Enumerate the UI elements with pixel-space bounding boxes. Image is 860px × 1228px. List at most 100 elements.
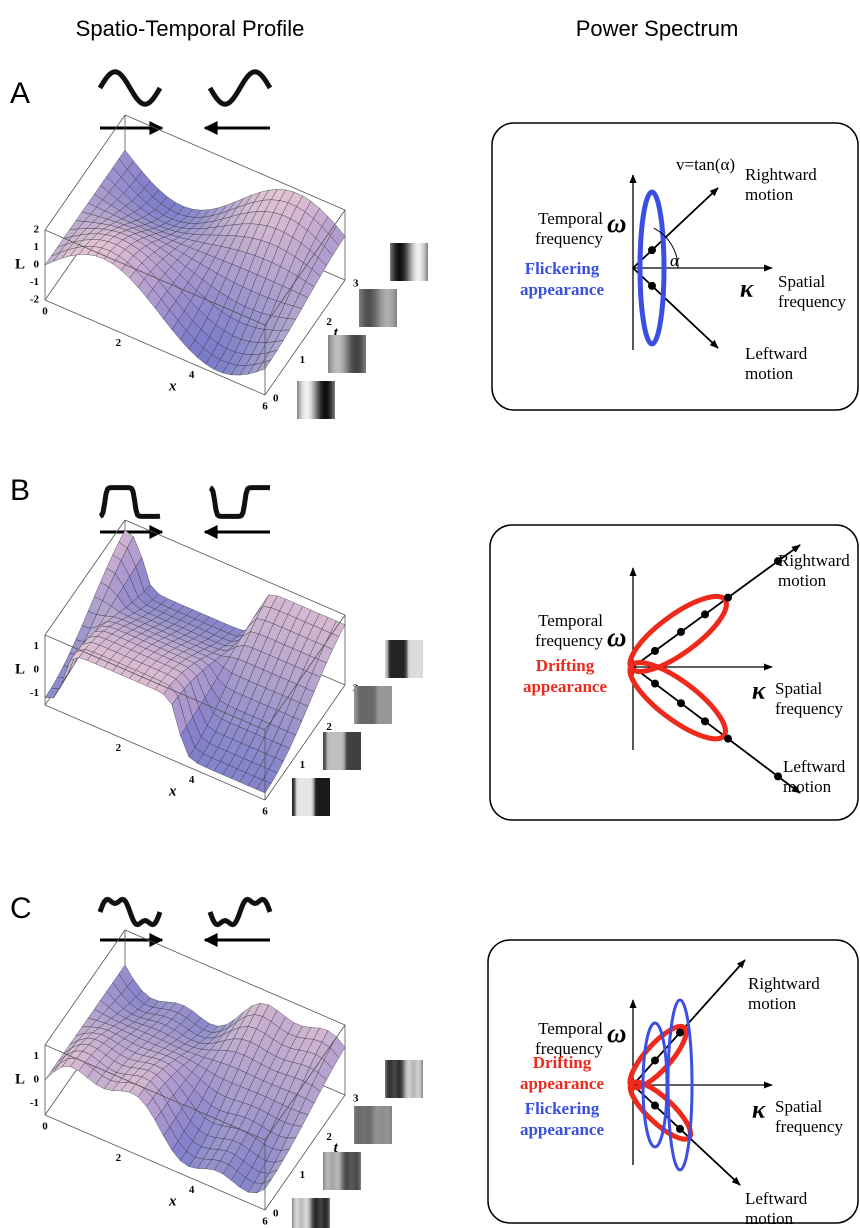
waveform-icon xyxy=(210,488,270,517)
t-tick-label: 1 xyxy=(300,759,306,771)
spectrum-dot xyxy=(677,699,685,707)
z-axis-label: L xyxy=(15,1071,25,1087)
spectrum-dot xyxy=(648,282,656,290)
spectrum-dot xyxy=(651,647,659,655)
surface-patch xyxy=(45,688,60,698)
t-tick-label: 2 xyxy=(326,316,332,328)
t-tick-label: 3 xyxy=(353,278,359,290)
panel-label: C xyxy=(10,892,32,925)
spectrum-dot xyxy=(701,610,709,618)
z-axis-label: L xyxy=(15,661,25,677)
spatial-label: frequency xyxy=(775,699,843,718)
z-tick-label: 1 xyxy=(34,241,40,253)
z-tick-label: 0 xyxy=(34,1074,40,1086)
z-tick-label: -2 xyxy=(30,294,40,306)
rightward-label: Rightward xyxy=(745,165,817,184)
appearance-label: Drifting xyxy=(533,1053,592,1072)
kappa-label: κ xyxy=(752,678,766,705)
t-tick-label: 0 xyxy=(273,1208,279,1220)
rightward-label: Rightward xyxy=(748,974,820,993)
appearance-label: Flickering xyxy=(525,1099,600,1118)
spatial-label: Spatial xyxy=(775,1097,822,1116)
z-tick-label: -1 xyxy=(30,687,39,699)
header-right: Power Spectrum xyxy=(576,16,739,41)
spectrum-dot xyxy=(774,772,782,780)
temporal-label: frequency xyxy=(535,631,603,650)
waveform-icon xyxy=(210,72,270,104)
angle-label: α xyxy=(670,251,680,270)
x-tick-label: 6 xyxy=(262,401,268,413)
spatial-label: frequency xyxy=(778,292,846,311)
waveform-icon xyxy=(100,899,160,924)
z-tick-label: 1 xyxy=(34,640,40,652)
rightward-label: motion xyxy=(778,571,827,590)
appearance-label: appearance xyxy=(520,1074,605,1093)
kappa-label: κ xyxy=(752,1097,766,1124)
spectrum-dot xyxy=(651,680,659,688)
leftward-label: Leftward xyxy=(745,1189,808,1208)
grating-strip xyxy=(354,686,392,724)
leftward-label: motion xyxy=(745,1209,794,1228)
spectrum-dot xyxy=(701,717,709,725)
x-tick-label: 2 xyxy=(116,337,122,349)
grating-strip xyxy=(385,1060,423,1098)
grating-strip xyxy=(385,640,423,678)
z-tick-label: -1 xyxy=(30,276,39,288)
t-tick-label: 0 xyxy=(273,393,279,405)
rightward-label: motion xyxy=(748,994,797,1013)
z-tick-label: 0 xyxy=(34,259,40,271)
grating-strip xyxy=(323,732,361,770)
z-tick-label: -1 xyxy=(30,1097,39,1109)
grating-strip xyxy=(328,335,366,373)
appearance-label: Flickering xyxy=(525,259,600,278)
t-tick-label: 3 xyxy=(353,1093,359,1105)
z-axis-label: L xyxy=(15,256,25,272)
appearance-label: appearance xyxy=(520,1120,605,1139)
header-left: Spatio-Temporal Profile xyxy=(76,16,305,41)
appearance-label: appearance xyxy=(520,280,605,299)
z-tick-label: 0 xyxy=(34,664,40,676)
spatial-label: frequency xyxy=(775,1117,843,1136)
temporal-label: Temporal xyxy=(538,1019,603,1038)
omega-label: ω xyxy=(607,1018,627,1048)
spectrum-dot xyxy=(651,1102,659,1110)
surface-patch xyxy=(45,1063,60,1080)
leftward-label: motion xyxy=(745,364,794,383)
t-tick-label: 2 xyxy=(326,1131,332,1143)
x-tick-label: 0 xyxy=(42,1121,48,1133)
grating-strip xyxy=(292,778,330,816)
grating-strip xyxy=(359,289,397,327)
x-tick-label: 0 xyxy=(42,306,48,318)
appearance-label: Drifting xyxy=(536,656,595,675)
leftward-label: Leftward xyxy=(783,757,846,776)
x-tick-label: 6 xyxy=(262,1216,268,1228)
figure: Spatio-Temporal Profile Power Spectrum A… xyxy=(0,0,860,1228)
panel-label: B xyxy=(10,474,30,507)
grating-strip xyxy=(292,1198,330,1228)
x-axis-label: x xyxy=(168,378,177,394)
spectrum-dot xyxy=(648,246,656,254)
kappa-label: κ xyxy=(740,276,754,303)
appearance-label: appearance xyxy=(523,677,608,696)
spectrum-dot xyxy=(676,1125,684,1133)
grating-strip xyxy=(354,1106,392,1144)
temporal-label: frequency xyxy=(535,229,603,248)
spectrum-dot xyxy=(676,1029,684,1037)
x-axis-label: x xyxy=(168,1193,177,1209)
x-tick-label: 4 xyxy=(189,369,195,381)
x-tick-label: 4 xyxy=(189,1184,195,1196)
velocity-label: v=tan(α) xyxy=(676,155,735,174)
t-tick-label: 2 xyxy=(326,721,332,733)
leftward-label: Leftward xyxy=(745,344,808,363)
grating-strip xyxy=(390,243,428,281)
waveform-icon xyxy=(100,72,160,104)
omega-label: ω xyxy=(607,208,627,238)
spectrum-dot xyxy=(651,1056,659,1064)
spatial-label: Spatial xyxy=(775,679,822,698)
spectrum-dot xyxy=(677,628,685,636)
x-tick-label: 2 xyxy=(116,742,122,754)
rightward-label: motion xyxy=(745,185,794,204)
temporal-label: Temporal xyxy=(538,611,603,630)
t-tick-label: 1 xyxy=(300,1169,306,1181)
grating-strip xyxy=(297,381,335,419)
